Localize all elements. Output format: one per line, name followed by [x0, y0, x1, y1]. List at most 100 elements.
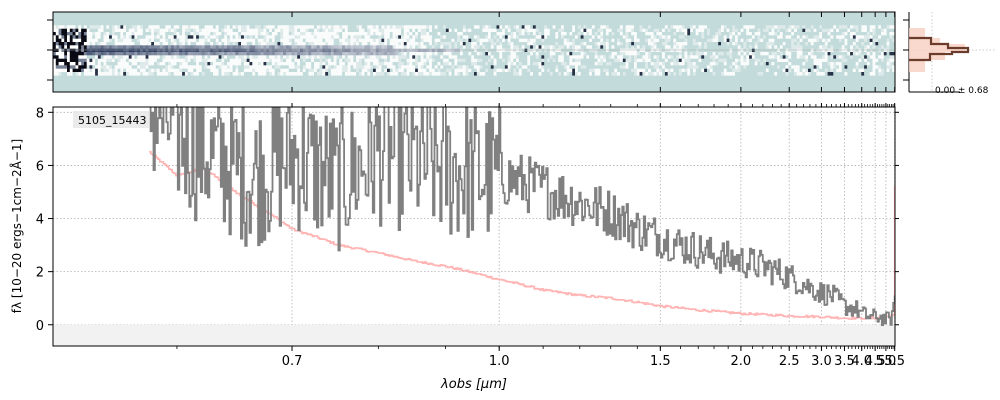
heat-cell	[434, 62, 438, 66]
heat-cell	[260, 62, 264, 66]
heat-cell	[462, 48, 466, 53]
heat-cell	[493, 35, 497, 39]
heat-cell	[763, 52, 767, 56]
heat-cell	[395, 38, 399, 43]
heat-cell	[401, 25, 405, 29]
heat-cell	[134, 25, 138, 29]
heat-cell	[527, 65, 531, 69]
heat-cell	[429, 45, 433, 49]
heat-cell	[316, 38, 320, 43]
heat-cell	[771, 32, 775, 36]
heat-cell	[350, 32, 354, 36]
heat-cell	[252, 62, 256, 66]
heat-cell	[201, 28, 205, 33]
heat-cell	[182, 25, 186, 29]
heat-cell	[527, 25, 531, 29]
heat-cell	[785, 48, 789, 53]
heat-cell	[715, 32, 719, 36]
heat-cell	[496, 45, 500, 49]
heat-cell	[159, 38, 163, 43]
heat-cell	[392, 42, 396, 46]
heat-cell	[165, 38, 169, 43]
heat-cell	[392, 48, 396, 53]
heat-cell	[221, 42, 225, 46]
heat-cell	[836, 25, 840, 29]
heat-cell	[841, 55, 845, 59]
heat-cell	[61, 25, 65, 29]
heat-cell	[471, 32, 475, 36]
heat-cell	[83, 62, 88, 66]
heat-cell	[344, 55, 349, 59]
heat-cell	[852, 72, 857, 76]
heat-cell	[249, 52, 253, 56]
heat-cell	[184, 65, 189, 69]
heat-cell	[159, 45, 163, 49]
heat-cell	[471, 72, 475, 76]
heat-cell	[740, 62, 744, 66]
heat-cell	[361, 35, 365, 39]
heat-cell	[53, 28, 57, 33]
heat-cell	[403, 58, 407, 63]
heat-cell	[120, 68, 124, 73]
heat-cell	[260, 38, 264, 43]
heat-cell	[241, 25, 245, 29]
heat-cell	[330, 52, 335, 56]
heat-cell	[667, 48, 671, 53]
heat-cell	[566, 68, 570, 73]
heat-cell	[196, 52, 200, 56]
heat-cell	[128, 52, 132, 56]
heat-cell	[496, 72, 500, 76]
heat-cell	[294, 55, 298, 59]
heat-cell	[881, 68, 885, 73]
heat-cell	[451, 52, 455, 56]
heat-cell	[709, 48, 713, 53]
heat-cell	[712, 38, 716, 43]
heat-cell	[855, 28, 859, 33]
heat-cell	[653, 42, 657, 46]
heat-cell	[662, 45, 666, 49]
heat-cell	[670, 72, 674, 76]
heat-cell	[777, 32, 781, 36]
heat-cell	[328, 28, 332, 33]
heat-cell	[229, 68, 233, 73]
heat-cell	[586, 52, 590, 56]
heat-cell	[886, 32, 890, 36]
heat-cell	[395, 48, 399, 53]
heat-cell	[468, 32, 472, 36]
heat-cell	[485, 28, 489, 33]
heat-cell	[813, 42, 817, 46]
heat-cell	[288, 62, 292, 66]
heat-cell	[291, 65, 295, 69]
heat-cell	[883, 32, 887, 36]
heat-cell	[330, 32, 335, 36]
heat-cell	[583, 38, 587, 43]
heat-cell	[415, 62, 419, 66]
heat-cell	[182, 68, 186, 73]
heat-cell	[134, 68, 138, 73]
heat-cell	[198, 72, 203, 76]
heat-cell	[558, 45, 562, 49]
heat-cell	[502, 25, 506, 29]
heat-cell	[881, 62, 885, 66]
heat-cell	[749, 45, 753, 49]
heat-cell	[796, 65, 800, 69]
heat-cell	[704, 52, 708, 56]
heat-cell	[142, 28, 146, 33]
heat-cell	[297, 42, 301, 46]
heat-cell	[589, 52, 593, 56]
heat-cell	[746, 55, 750, 59]
heat-cell	[622, 52, 626, 56]
heat-cell	[114, 45, 118, 49]
heat-cell	[603, 35, 607, 39]
heat-cell	[476, 65, 480, 69]
heat-cell	[805, 28, 809, 33]
heat-cell	[198, 68, 203, 73]
heat-cell	[462, 45, 466, 49]
heat-cell	[221, 32, 225, 36]
heat-cell	[723, 42, 727, 46]
heat-cell	[412, 45, 416, 49]
heat-cell	[639, 32, 643, 36]
heat-cell	[213, 28, 217, 33]
heat-cell	[833, 45, 837, 49]
heat-cell	[619, 62, 624, 66]
